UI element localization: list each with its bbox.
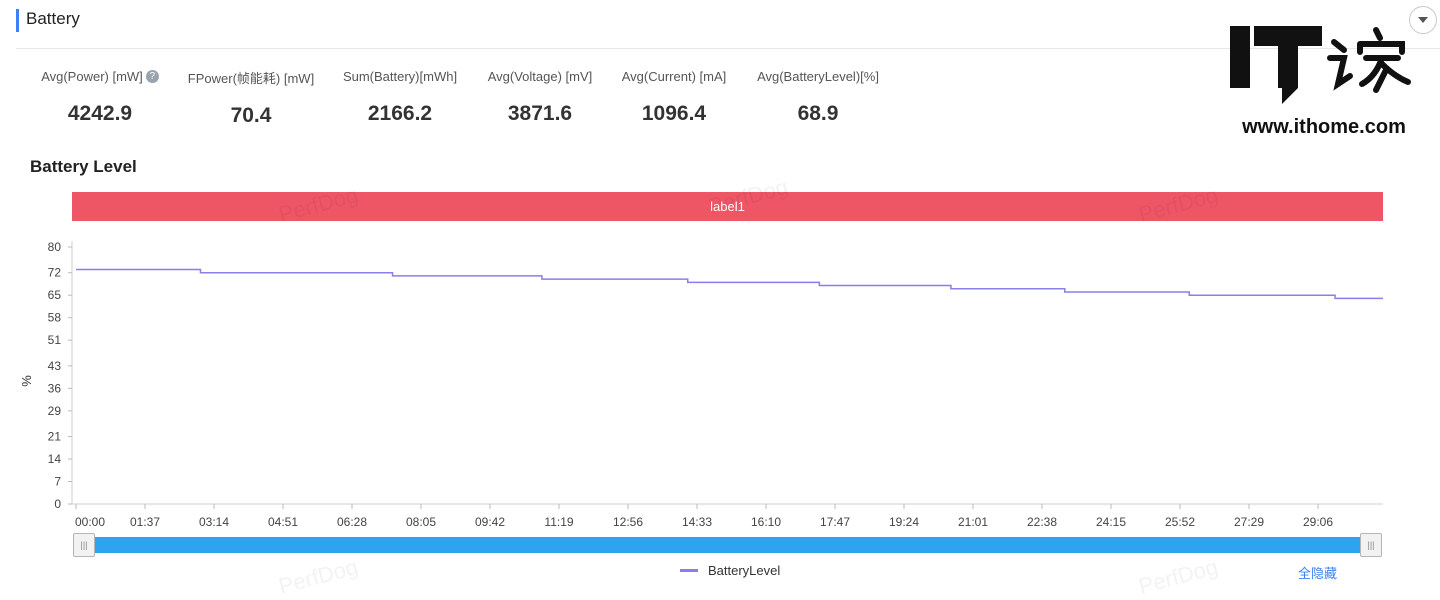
data-zoom-right-handle[interactable]: ||| (1360, 533, 1382, 557)
stat-label: Avg(Power) [mW] (41, 69, 143, 84)
x-tick-label: 14:33 (682, 515, 712, 529)
chart-title: Battery Level (30, 157, 137, 176)
x-tick-label: 08:05 (406, 515, 436, 529)
ithome-logo: www.ithome.com (1226, 24, 1422, 139)
series-line-batterylevel (76, 268, 1383, 300)
x-tick-label: 19:24 (889, 515, 919, 529)
x-tick-label: 01:37 (130, 515, 160, 529)
stat-value: 4242.9 (67, 102, 133, 125)
label-band: label1 (72, 192, 1383, 221)
y-tick-label: 43 (48, 359, 62, 373)
y-tick-label: 80 (48, 240, 62, 254)
x-tick-label: 27:29 (1234, 515, 1264, 529)
stat-label: Avg(BatteryLevel)[%] (757, 69, 879, 84)
watermark: PerfDog (1136, 553, 1221, 600)
watermark: PerfDog (276, 553, 361, 600)
y-tick-label: 29 (48, 404, 62, 418)
y-tick-label: 14 (48, 452, 62, 466)
section-title: Battery (26, 9, 80, 28)
legend-item-batterylevel[interactable]: BatteryLevel (708, 563, 781, 578)
watermark: PerfDog (276, 181, 361, 228)
chevron-down-icon (1418, 17, 1428, 23)
legend-swatch (680, 569, 698, 572)
y-tick-label: 58 (48, 311, 62, 325)
stat-value: 3871.6 (507, 102, 573, 125)
grip-icon: ||| (80, 540, 88, 550)
x-tick-label: 11:19 (544, 515, 573, 529)
stat-label: FPower(帧能耗) [mW] (187, 71, 315, 86)
x-tick-label: 03:14 (199, 515, 229, 529)
y-axis-label: % (19, 375, 34, 387)
stat-label: Avg(Current) [mA] (621, 69, 727, 84)
hide-all-button[interactable]: 全隐藏 (1298, 566, 1338, 581)
y-tick-label: 65 (48, 288, 62, 302)
x-tick-label: 24:15 (1096, 515, 1126, 529)
x-tick-label: 04:51 (268, 515, 298, 529)
stat-avg-power: Avg(Power) [mW] ? 4242.9 (22, 68, 178, 126)
grip-icon: ||| (1367, 540, 1375, 550)
stat-avg-battery-level: Avg(BatteryLevel)[%] 68.9 (740, 68, 896, 126)
y-tick-label: 0 (54, 497, 61, 511)
data-zoom-track[interactable] (84, 537, 1370, 553)
y-tick-label: 21 (48, 430, 62, 444)
stat-sum-battery: Sum(Battery)[mWh] 2166.2 (330, 68, 470, 126)
watermark: PerfDog (1136, 181, 1221, 228)
battery-section-header: Battery (16, 6, 1440, 49)
question-circle-icon[interactable]: ? (145, 70, 159, 83)
stat-avg-voltage: Avg(Voltage) [mV] 3871.6 (472, 68, 608, 126)
x-tick-label: 12:56 (613, 515, 643, 529)
x-tick-label: 09:42 (475, 515, 505, 529)
data-zoom-left-handle[interactable]: ||| (73, 533, 95, 557)
logo-url: www.ithome.com (1242, 116, 1406, 138)
x-tick-label: 00:00 (75, 515, 105, 529)
stat-avg-current: Avg(Current) [mA] 1096.4 (606, 68, 742, 126)
stat-value: 1096.4 (641, 102, 707, 125)
y-tick-label: 72 (48, 266, 62, 280)
y-tick-label: 7 (54, 475, 61, 489)
x-tick-label: 21:01 (958, 515, 988, 529)
chart-legend[interactable]: BatteryLevel (680, 563, 780, 578)
x-tick-label: 06:28 (337, 515, 367, 529)
stat-label: Sum(Battery)[mWh] (342, 69, 458, 84)
y-tick-label: 36 (48, 381, 62, 395)
x-tick-label: 16:10 (751, 515, 781, 529)
label-band-text: label1 (710, 199, 745, 214)
stat-value: 68.9 (797, 102, 839, 125)
stat-label: Avg(Voltage) [mV] (487, 69, 593, 84)
y-tick-label: 51 (48, 333, 62, 347)
x-tick-label: 22:38 (1027, 515, 1057, 529)
x-tick-label: 17:47 (820, 515, 850, 529)
stat-fpower: FPower(帧能耗) [mW] 70.4 (178, 68, 324, 128)
section-accent-bar (16, 9, 19, 32)
stat-value: 70.4 (230, 104, 272, 127)
ithome-logo-mark (1230, 26, 1411, 104)
collapse-button[interactable] (1409, 6, 1437, 34)
x-tick-label: 25:52 (1165, 515, 1195, 529)
x-tick-label: 29:06 (1303, 515, 1333, 529)
stat-value: 2166.2 (367, 102, 433, 125)
